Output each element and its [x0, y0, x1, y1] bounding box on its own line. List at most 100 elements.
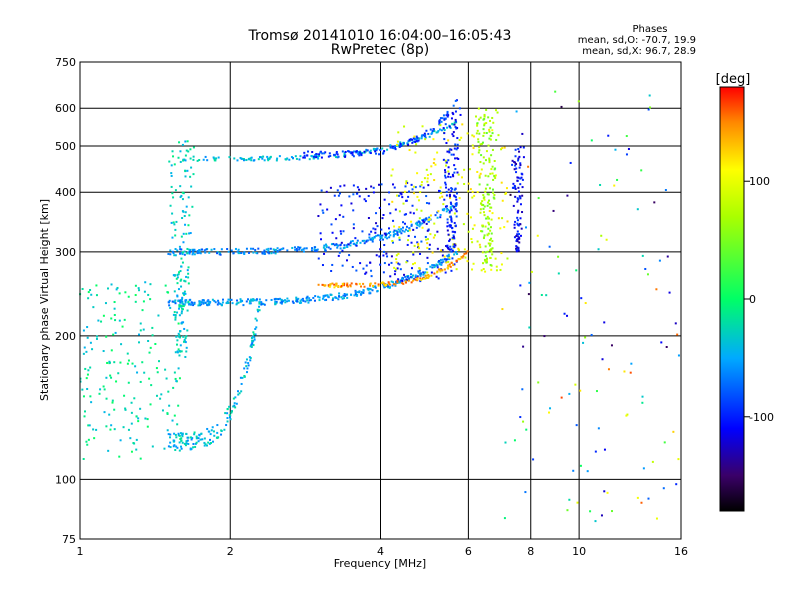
data-point: [483, 131, 486, 134]
data-point: [237, 393, 240, 396]
data-point: [400, 228, 403, 231]
data-point: [200, 432, 203, 435]
data-point: [613, 184, 616, 187]
data-point: [676, 333, 679, 336]
data-point: [458, 197, 461, 200]
data-point: [517, 247, 520, 250]
data-point: [447, 172, 450, 175]
data-point: [484, 159, 487, 162]
data-point: [372, 227, 375, 230]
data-point: [640, 501, 643, 504]
data-point: [446, 221, 449, 224]
data-point: [411, 188, 414, 191]
data-point: [253, 336, 256, 339]
data-point: [374, 148, 377, 151]
data-point: [203, 441, 206, 444]
data-point: [490, 250, 493, 253]
data-point: [449, 207, 452, 210]
data-point: [664, 189, 667, 192]
data-point: [505, 187, 508, 190]
data-point: [548, 411, 551, 414]
data-point: [485, 132, 488, 135]
data-point: [489, 172, 492, 175]
data-point: [451, 173, 454, 176]
data-point: [353, 150, 356, 153]
data-point: [438, 123, 441, 126]
data-point: [345, 244, 348, 247]
data-point: [471, 227, 474, 230]
data-point: [355, 282, 358, 285]
data-point: [373, 235, 376, 238]
data-point: [516, 197, 519, 200]
data-point: [427, 132, 430, 135]
data-point: [304, 300, 307, 303]
data-point: [324, 284, 327, 287]
data-point: [501, 308, 504, 311]
data-point: [193, 301, 196, 304]
data-point: [95, 428, 98, 431]
data-point: [339, 185, 342, 188]
data-point: [524, 226, 527, 229]
data-point: [375, 234, 378, 237]
data-point: [441, 195, 444, 198]
data-point: [181, 251, 184, 254]
data-point: [398, 230, 401, 233]
data-point: [453, 195, 456, 198]
data-point: [482, 156, 485, 159]
data-point: [436, 151, 439, 154]
data-point: [495, 138, 498, 141]
data-point: [255, 319, 258, 322]
data-point: [382, 213, 385, 216]
data-point: [242, 157, 245, 160]
data-point: [95, 337, 98, 340]
data-point: [179, 185, 182, 188]
data-point: [356, 294, 359, 297]
chart-subtitle: RwPretec (8p): [331, 42, 429, 58]
data-point: [366, 239, 369, 242]
data-point: [489, 229, 492, 232]
data-point: [457, 247, 460, 250]
data-point: [424, 136, 427, 139]
data-point: [467, 190, 470, 193]
data-point: [616, 178, 619, 181]
data-point: [371, 240, 374, 243]
data-point: [450, 190, 453, 193]
data-point: [238, 252, 241, 255]
data-point: [658, 259, 661, 262]
data-point: [260, 303, 263, 306]
data-point: [389, 234, 392, 237]
data-point: [113, 307, 116, 310]
data-point: [106, 361, 109, 364]
data-point: [494, 177, 497, 180]
data-point: [413, 277, 416, 280]
data-point: [511, 163, 514, 166]
data-point: [456, 157, 459, 160]
data-point: [403, 190, 406, 193]
data-point: [459, 113, 462, 116]
data-point: [452, 113, 455, 116]
data-point: [644, 267, 647, 270]
data-point: [575, 424, 578, 427]
data-point: [184, 175, 187, 178]
data-point: [185, 232, 188, 235]
data-point: [425, 218, 428, 221]
data-point: [623, 370, 626, 373]
data-point: [491, 148, 494, 151]
data-point: [245, 159, 248, 162]
data-point: [443, 117, 446, 120]
data-point: [500, 181, 503, 184]
data-point: [376, 290, 379, 293]
data-point: [247, 362, 250, 365]
data-point: [331, 297, 334, 300]
data-point: [176, 282, 179, 285]
data-point: [476, 191, 479, 194]
data-point: [492, 188, 495, 191]
data-point: [177, 348, 180, 351]
data-point: [356, 239, 359, 242]
data-point: [480, 230, 483, 233]
data-point: [210, 442, 213, 445]
data-point: [382, 282, 385, 285]
data-point: [369, 283, 372, 286]
data-point: [169, 446, 172, 449]
